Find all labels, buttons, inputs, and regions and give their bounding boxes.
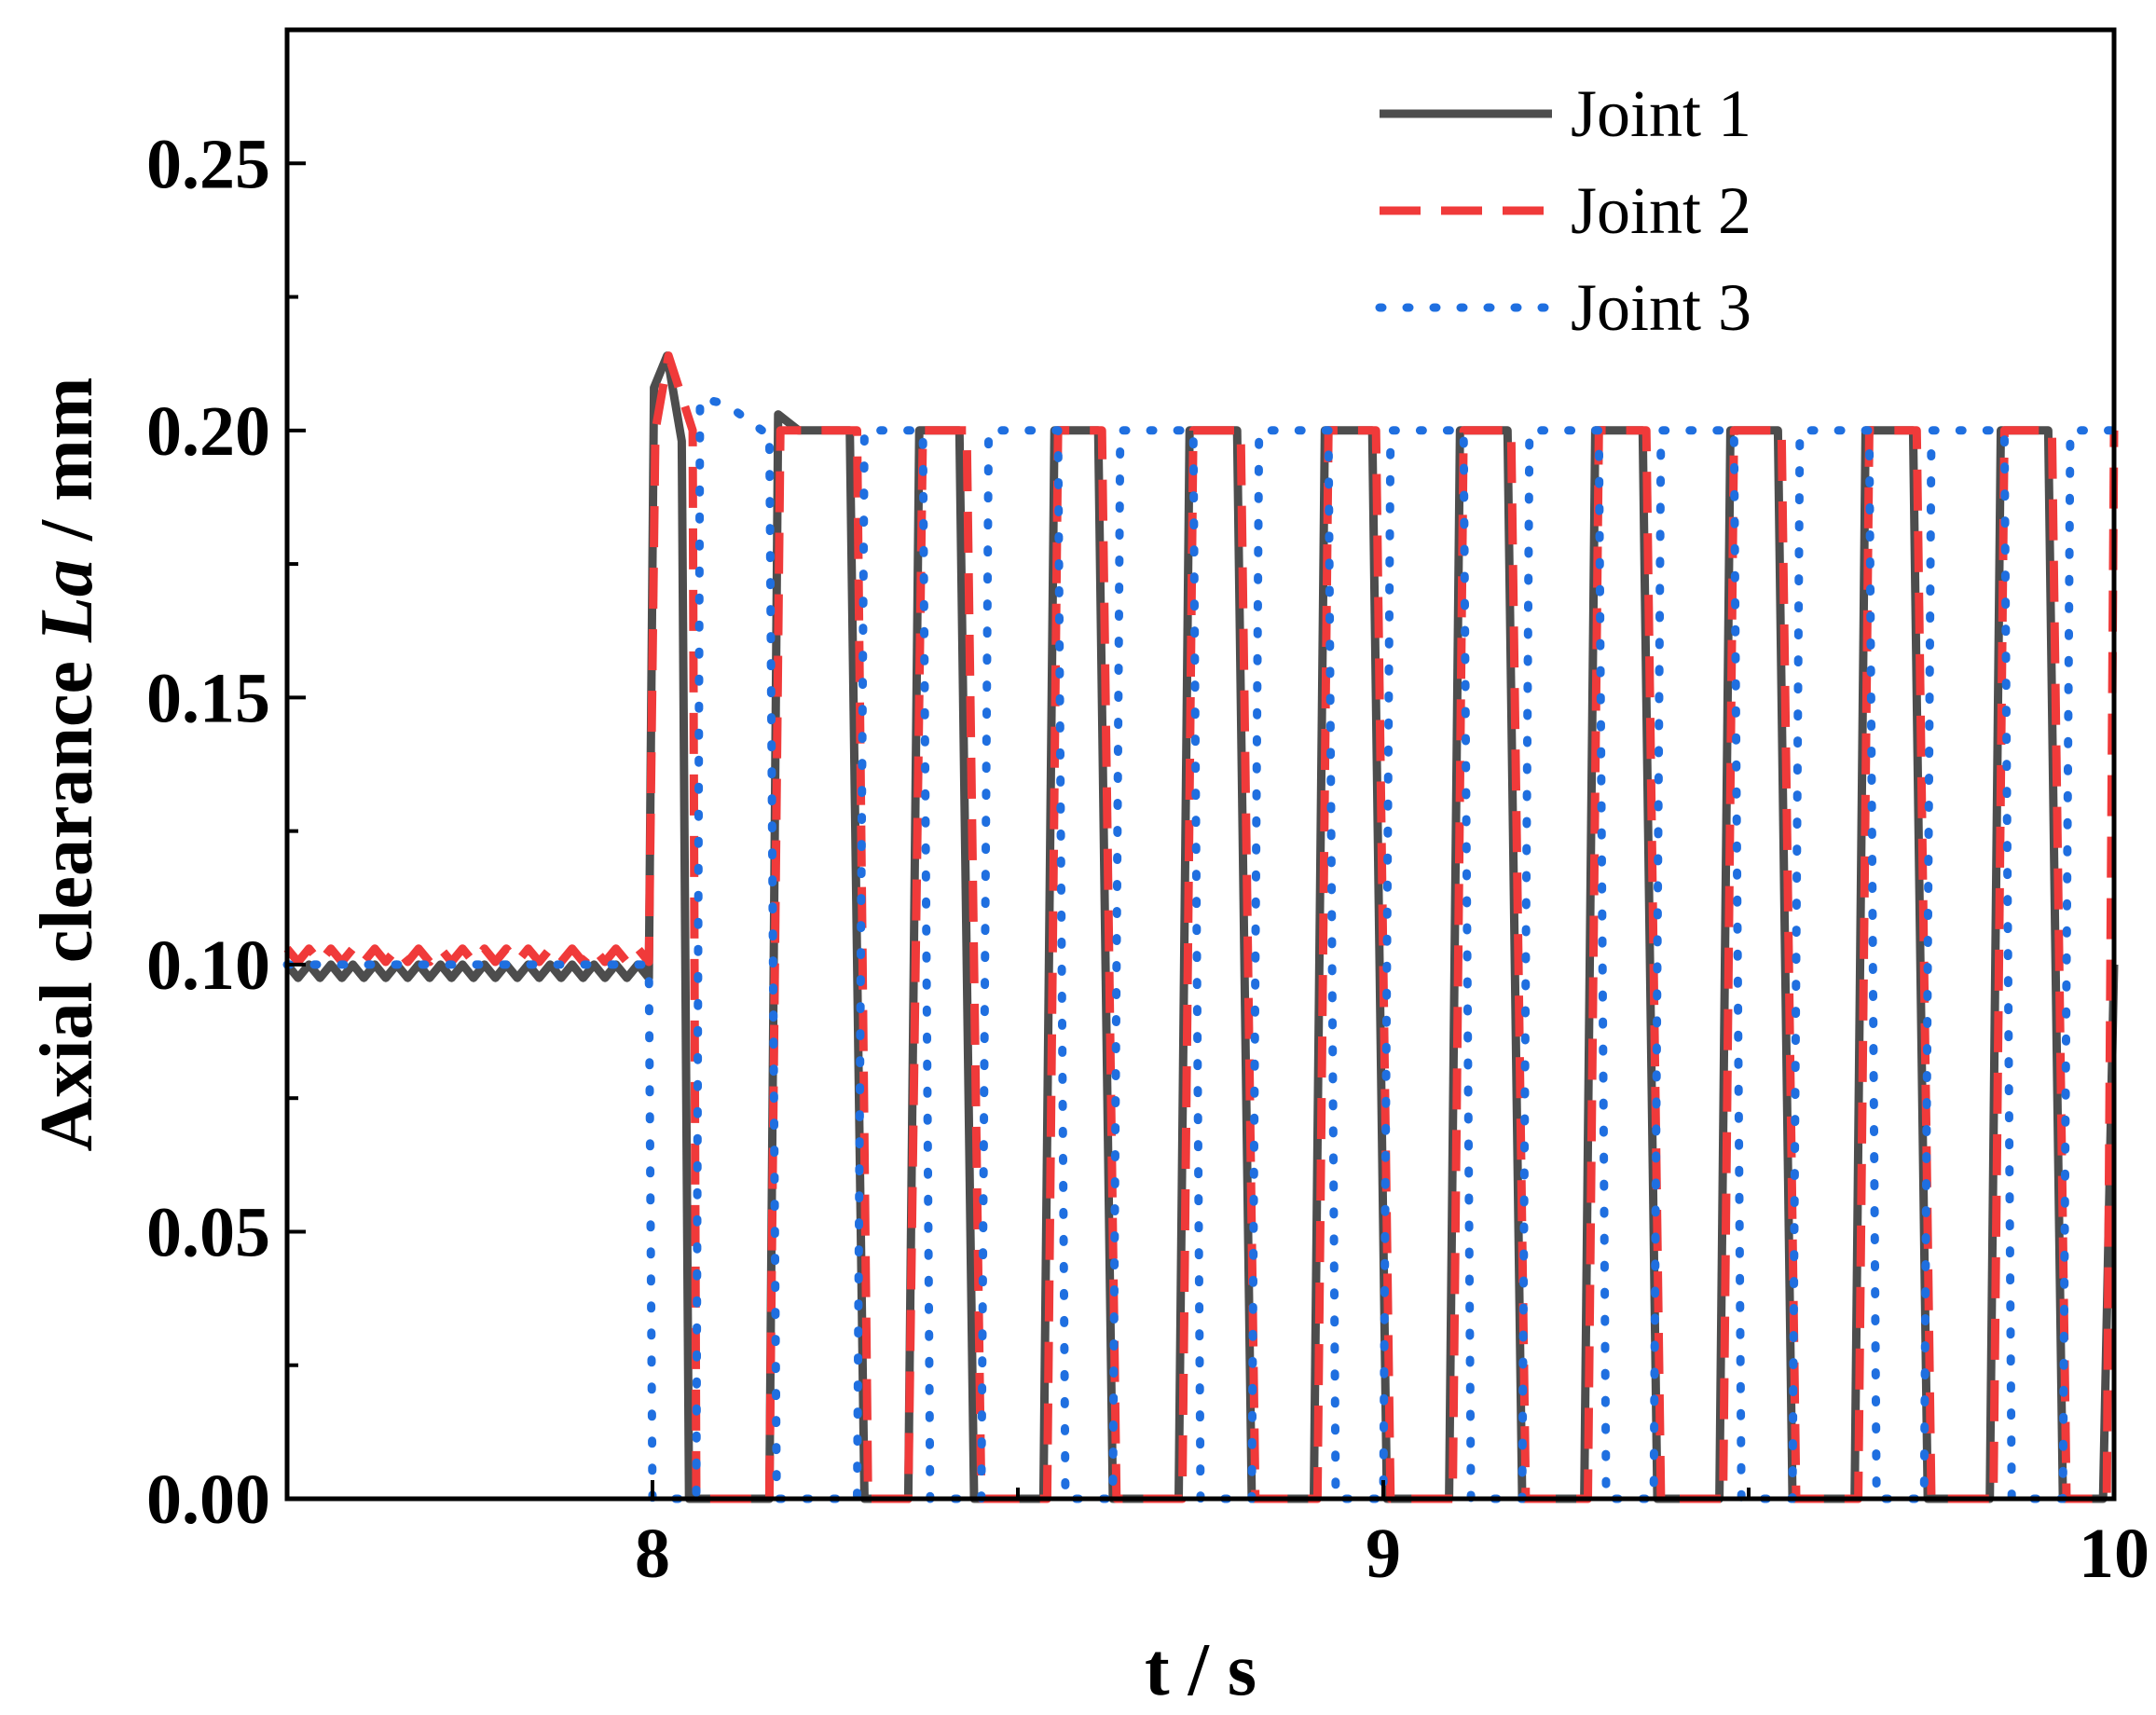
y-axis-title: Axial clearance La / mm <box>26 377 108 1152</box>
y-axis-title-symbol: La <box>26 559 108 643</box>
legend-label-2: Joint 2 <box>1571 173 1751 248</box>
y-axis-ticks: 0.00 0.05 0.10 0.15 0.20 0.25 <box>146 28 306 1539</box>
plot-frame <box>284 27 2117 1502</box>
x-axis-title: t / s <box>1145 1629 1257 1711</box>
y-axis-title-prefix: Axial clearance <box>26 642 108 1151</box>
y-tick-label: 0.05 <box>146 1193 270 1271</box>
x-tick-label: 9 <box>1366 1515 1401 1593</box>
y-tick-label: 0.10 <box>146 926 270 1005</box>
y-tick-label: 0.00 <box>146 1461 270 1539</box>
x-axis-ticks: 8 9 10 <box>285 1480 2149 1593</box>
y-tick-label: 0.20 <box>146 392 270 471</box>
x-tick-label: 8 <box>635 1515 670 1593</box>
y-tick-label: 0.25 <box>146 125 270 203</box>
x-tick-label: 10 <box>2079 1515 2149 1593</box>
legend: Joint 1 Joint 2 Joint 3 <box>1375 76 1751 345</box>
series-layer <box>282 351 2119 1503</box>
legend-label-3: Joint 3 <box>1571 270 1751 345</box>
y-axis-title-suffix: / mm <box>26 377 108 560</box>
series-line-3 <box>282 393 2119 1503</box>
legend-label-1: Joint 1 <box>1571 76 1751 151</box>
y-tick-label: 0.15 <box>146 659 270 737</box>
